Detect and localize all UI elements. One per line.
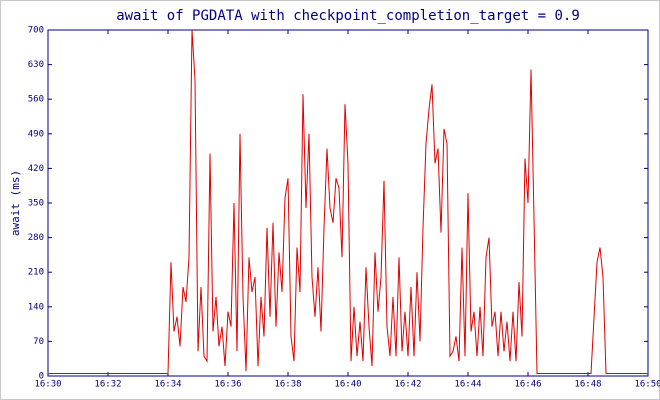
x-tick-label: 16:34 (154, 380, 181, 390)
y-tick-label: 140 (28, 302, 44, 312)
x-tick-label: 16:38 (274, 380, 301, 390)
y-tick-label: 280 (28, 233, 44, 243)
y-tick-label: 70 (33, 337, 44, 347)
x-tick-label: 16:48 (574, 380, 601, 390)
x-tick-label: 16:50 (634, 380, 660, 390)
y-tick-label: 560 (28, 95, 44, 105)
y-tick-label: 0 (39, 372, 44, 382)
x-tick-label: 16:40 (334, 380, 361, 390)
x-tick-label: 16:32 (94, 380, 121, 390)
plot-area (47, 29, 649, 377)
y-axis-label: await (ms) (9, 170, 22, 236)
y-tick-label: 420 (28, 164, 44, 174)
chart-title: await of PGDATA with checkpoint_completi… (116, 8, 580, 24)
y-tick-label: 210 (28, 268, 44, 278)
y-tick-label: 490 (28, 129, 44, 139)
x-tick-label: 16:30 (34, 380, 61, 390)
y-tick-label: 630 (28, 60, 44, 70)
y-tick-label: 700 (28, 26, 44, 36)
x-tick-label: 16:42 (394, 380, 421, 390)
data-line (48, 29, 648, 375)
x-tick-label: 16:46 (514, 380, 541, 390)
x-tick-label: 16:36 (214, 380, 241, 390)
y-tick-label: 350 (28, 199, 44, 209)
x-tick-label: 16:44 (454, 380, 481, 390)
